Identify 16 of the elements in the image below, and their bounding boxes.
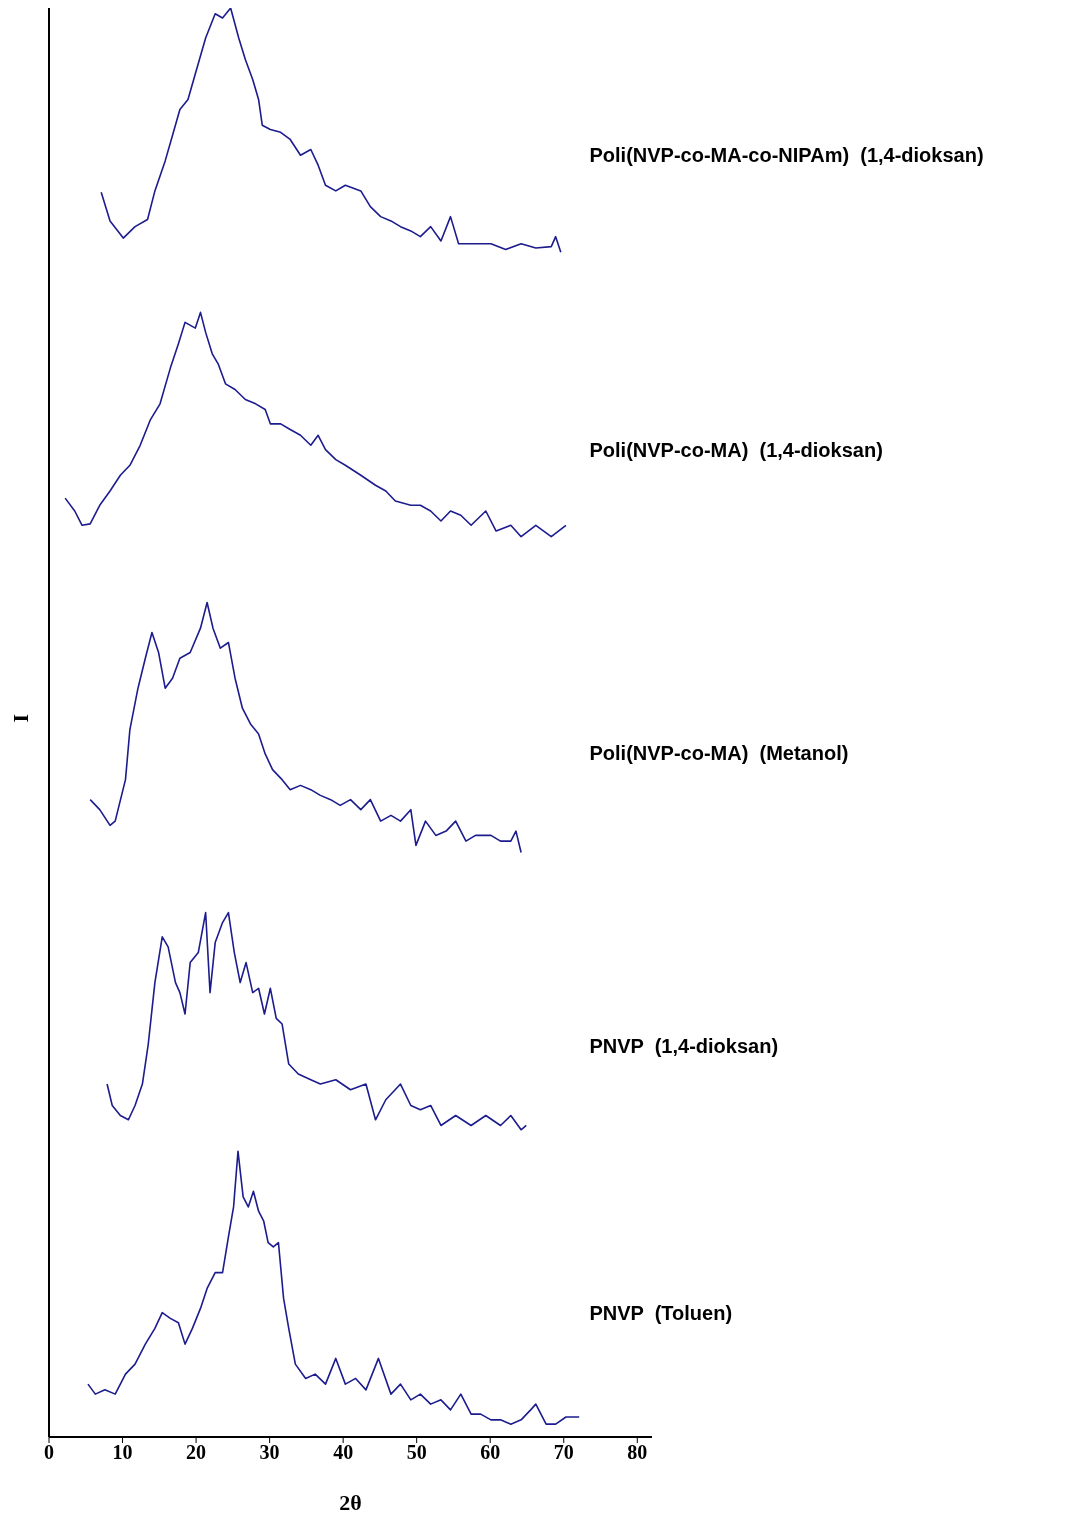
- x-tick-label: 80: [627, 1441, 648, 1464]
- x-tick-label: 20: [186, 1441, 207, 1464]
- x-axis-title: 2θ: [339, 1490, 362, 1515]
- text: Poli(NVP-co-MA-co-NIPAm) (1,4-dioksan): [589, 144, 984, 168]
- x-tick-label: 40: [333, 1441, 354, 1464]
- x-tick-label: 30: [259, 1441, 280, 1464]
- text: PNVP (1,4-dioksan): [589, 1035, 779, 1059]
- x-tick-label: 10: [112, 1441, 133, 1464]
- x-tick-label: 60: [480, 1441, 501, 1464]
- text: Poli(NVP-co-MA) (1,4-dioksan): [589, 438, 883, 462]
- x-tick-label: 50: [406, 1441, 427, 1464]
- x-tick-label: 0: [44, 1441, 54, 1464]
- text: PNVP (Toluen): [589, 1301, 733, 1325]
- x-tick-label: 70: [553, 1441, 574, 1464]
- text: Poli(NVP-co-MA) (Metanol): [589, 741, 849, 765]
- y-axis-title: I: [7, 713, 33, 723]
